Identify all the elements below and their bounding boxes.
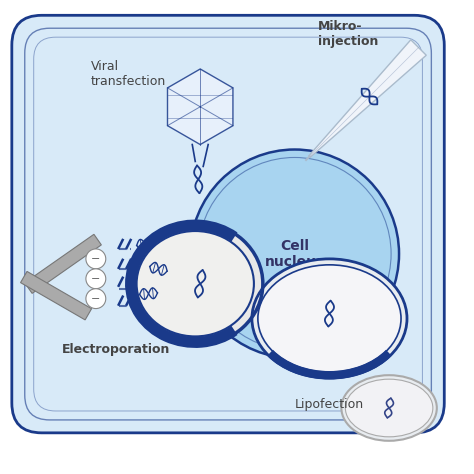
Text: Mikro-
injection: Mikro- injection	[318, 20, 378, 48]
Text: −: −	[91, 293, 100, 304]
Circle shape	[86, 269, 106, 289]
Text: Cell
nucleus: Cell nucleus	[264, 239, 325, 269]
Polygon shape	[20, 272, 91, 320]
Text: Electroporation: Electroporation	[62, 343, 170, 356]
Ellipse shape	[128, 222, 263, 346]
Circle shape	[86, 289, 106, 309]
Ellipse shape	[137, 231, 254, 337]
Polygon shape	[167, 69, 233, 145]
Ellipse shape	[341, 375, 437, 441]
Polygon shape	[25, 234, 101, 293]
Polygon shape	[309, 40, 426, 157]
Circle shape	[190, 149, 399, 358]
Circle shape	[86, 249, 106, 269]
Ellipse shape	[346, 379, 433, 437]
Ellipse shape	[252, 259, 407, 378]
Text: −: −	[91, 254, 100, 264]
Text: −: −	[91, 274, 100, 284]
FancyBboxPatch shape	[12, 15, 444, 433]
Ellipse shape	[258, 265, 401, 372]
Text: Lipofection: Lipofection	[295, 398, 364, 411]
Text: Viral
transfection: Viral transfection	[91, 60, 166, 88]
